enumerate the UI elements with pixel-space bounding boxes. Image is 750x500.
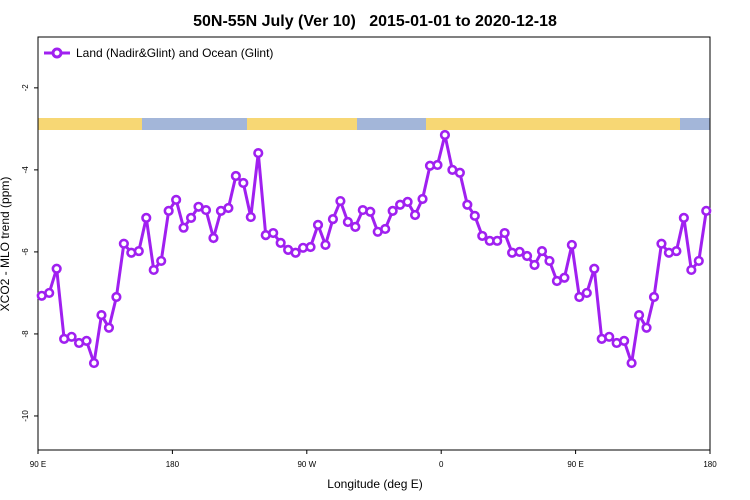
data-point (492, 235, 503, 246)
data-point (678, 212, 689, 223)
y-tick-label: -6 (21, 248, 30, 256)
x-axis-label: Longitude (deg E) (327, 477, 422, 491)
data-point (432, 159, 443, 171)
data-point (320, 239, 331, 251)
legend-marker (51, 47, 63, 59)
data-point (462, 199, 473, 210)
data-point (156, 255, 167, 267)
data-point (268, 227, 279, 239)
data-point (365, 206, 376, 217)
data-point (633, 309, 645, 321)
data-point (96, 309, 107, 321)
data-point (417, 193, 428, 205)
legend-label: Land (Nadir&Glint) and Ocean (Glint) (76, 46, 273, 60)
data-point (499, 227, 510, 239)
data-point (245, 211, 256, 223)
data-point (200, 204, 212, 216)
data-point (178, 222, 189, 233)
data-point (238, 177, 249, 189)
data-point (626, 357, 637, 369)
data-point (402, 196, 413, 207)
data-point (148, 264, 159, 276)
data-point (641, 322, 652, 333)
data-point (253, 147, 264, 159)
data-point (88, 357, 100, 369)
x-tick-label: 180 (166, 460, 180, 469)
data-point (335, 195, 346, 207)
data-point (671, 245, 682, 257)
x-tick-label: 90 E (30, 460, 46, 469)
land-ocean-strip (38, 118, 710, 130)
data-point (350, 221, 361, 232)
data-point (230, 170, 241, 182)
data-point (514, 246, 525, 258)
data-point (118, 238, 129, 249)
data-point (111, 291, 122, 303)
data-point (589, 263, 600, 274)
data-point (44, 287, 55, 299)
data-point (574, 291, 585, 303)
series-line (41, 134, 708, 364)
data-point (66, 331, 77, 342)
data-point (223, 202, 234, 214)
data-point (312, 219, 324, 230)
plot-frame (37, 36, 711, 451)
data-point (469, 210, 480, 221)
data-point (185, 212, 197, 223)
data-point (701, 205, 712, 216)
data-point (171, 194, 182, 205)
y-axis-label: XCO2 - MLO trend (ppm) (0, 177, 12, 312)
data-point (208, 232, 219, 244)
data-point (409, 209, 421, 221)
chart-title: 50N-55N July (Ver 10) 2015-01-01 to 2020… (193, 13, 557, 30)
data-point (380, 223, 391, 235)
data-point (275, 237, 286, 248)
data-point (581, 287, 592, 299)
x-tick-label: 90 E (567, 460, 583, 469)
data-point (559, 272, 570, 283)
data-point (133, 245, 144, 257)
data-point (327, 213, 339, 225)
data-point (536, 245, 548, 257)
legend: Land (Nadir&Glint) and Ocean (Glint) (44, 46, 273, 60)
x-tick-label: 0 (439, 460, 444, 469)
data-point (566, 239, 577, 251)
data-point (163, 205, 174, 216)
x-tick-label: 180 (703, 460, 717, 469)
x-tick-label: 90 W (297, 460, 316, 469)
data-point (342, 216, 353, 228)
data-point (439, 129, 451, 141)
y-tick-label: -8 (21, 330, 30, 338)
data-point (521, 250, 533, 262)
data-point (544, 255, 555, 267)
data-point (387, 205, 398, 216)
data-point (686, 264, 697, 276)
data-point (290, 247, 301, 258)
data-point (477, 230, 488, 242)
data-point (648, 291, 660, 303)
data-point (529, 259, 540, 271)
data-point (81, 335, 92, 347)
data-point (693, 255, 704, 267)
data-point (141, 212, 152, 223)
data-point (604, 331, 615, 342)
data-point (103, 322, 115, 333)
y-tick-label: -2 (21, 84, 30, 92)
y-tick-label: -10 (21, 410, 30, 422)
data-point (51, 263, 62, 274)
data-point (305, 241, 316, 253)
y-tick-label: -4 (21, 166, 30, 174)
data-point (656, 238, 667, 249)
data-point (619, 335, 630, 347)
data-point (454, 167, 465, 178)
